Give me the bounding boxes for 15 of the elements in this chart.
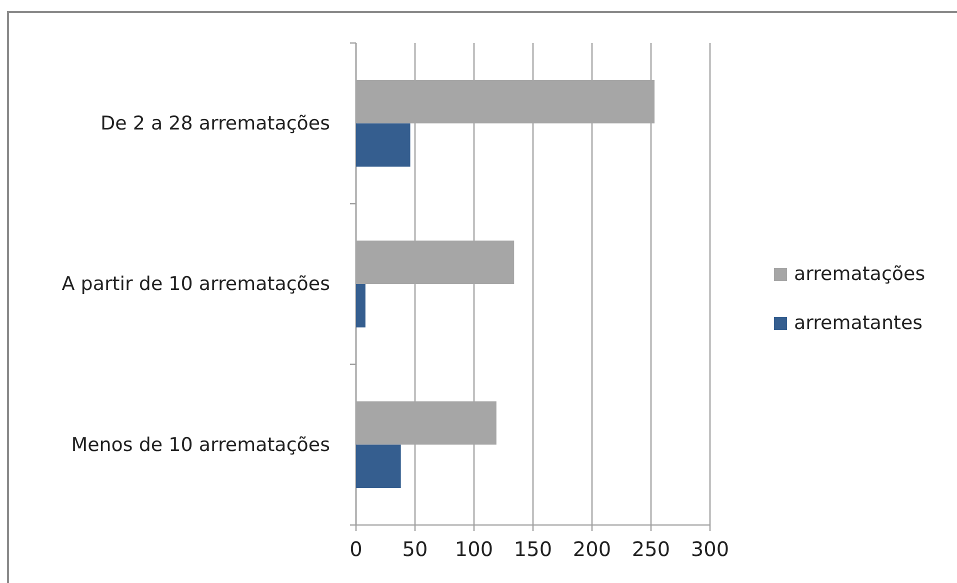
x-tick-label: 0 bbox=[350, 537, 362, 561]
x-tick-label: 100 bbox=[454, 537, 494, 561]
legend-label: arrematantes bbox=[794, 312, 923, 334]
y-tick-label: Menos de 10 arrematações bbox=[71, 434, 330, 456]
x-tick-label: 200 bbox=[572, 537, 612, 561]
x-tick-label: 150 bbox=[514, 537, 552, 561]
x-tick-label: 50 bbox=[402, 537, 428, 561]
bar bbox=[356, 123, 410, 167]
x-tick-label: 250 bbox=[632, 537, 670, 561]
bar bbox=[356, 444, 401, 488]
y-tick-label: De 2 a 28 arrematações bbox=[100, 112, 330, 134]
x-tick-label: 300 bbox=[690, 537, 730, 561]
legend-label: arrematações bbox=[794, 263, 926, 285]
y-tick-label: A partir de 10 arrematações bbox=[62, 273, 330, 296]
bar bbox=[356, 284, 366, 328]
